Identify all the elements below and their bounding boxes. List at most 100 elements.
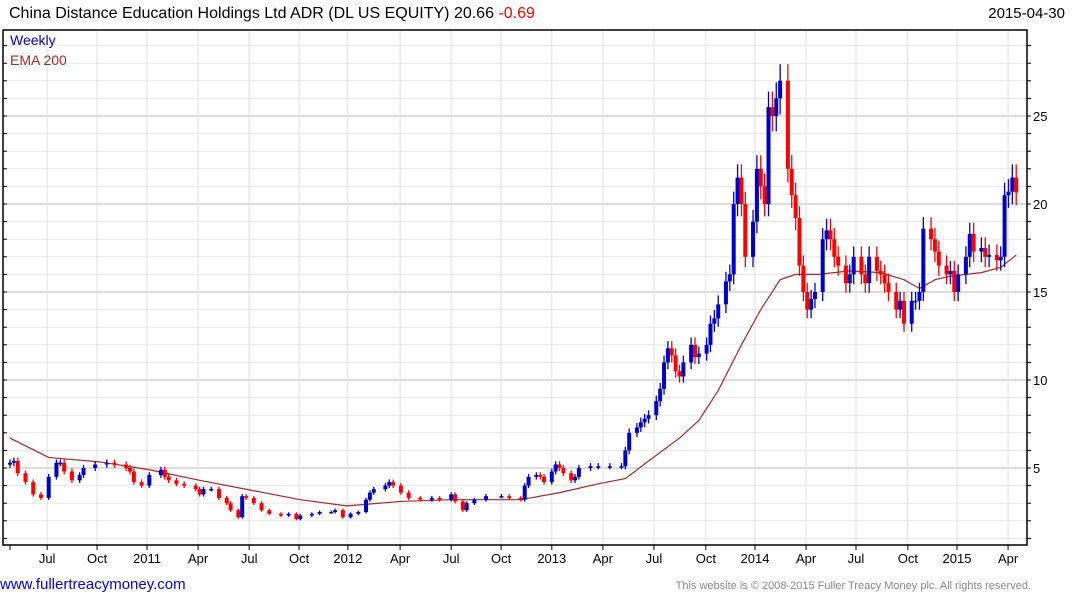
candle-body (333, 510, 338, 512)
candle (54, 459, 59, 480)
x-tick-label: Apr (390, 551, 411, 566)
candle-body (971, 233, 976, 252)
candle (383, 483, 388, 492)
candle (588, 463, 593, 472)
candle (147, 472, 152, 489)
candle-body (913, 300, 918, 303)
candle (317, 510, 322, 516)
candle-body (77, 475, 82, 481)
candle-body (549, 471, 554, 483)
candle (948, 260, 953, 285)
candle-body (453, 494, 458, 502)
candle-body (104, 462, 109, 465)
candle-body (739, 177, 744, 204)
candle-body (147, 475, 152, 486)
candle-body (81, 468, 86, 476)
x-tick-label: 2013 (537, 551, 566, 566)
candle-body (340, 510, 345, 518)
candle-body (708, 323, 713, 345)
candle (751, 209, 756, 268)
candle (158, 466, 163, 478)
candle (716, 295, 721, 327)
candle (286, 512, 291, 517)
candle-body (669, 348, 674, 356)
candle-body (770, 107, 775, 116)
candle-body (538, 475, 543, 477)
x-tick-label: Jul (39, 551, 56, 566)
candle (329, 510, 334, 514)
candle (557, 461, 562, 472)
candle (867, 246, 872, 293)
candle-body (921, 228, 926, 292)
candle-body (658, 388, 663, 402)
y-tick-label: 5 (1033, 461, 1040, 476)
candle (828, 219, 833, 251)
candle (216, 486, 221, 500)
candle-body (766, 107, 771, 204)
candle (387, 479, 392, 489)
candle-body (867, 256, 872, 284)
candle-body (437, 497, 442, 500)
candle (429, 495, 434, 502)
candle (46, 474, 51, 500)
candle-body (979, 248, 984, 252)
candle-body (534, 475, 539, 477)
candle (104, 459, 109, 468)
candle-body (398, 485, 403, 493)
candle-body (909, 300, 914, 324)
candle (472, 497, 477, 506)
candle-body (383, 485, 388, 490)
candle-body (329, 512, 334, 514)
candle (8, 459, 12, 468)
candle (805, 282, 810, 319)
candle (820, 228, 825, 302)
candle (665, 341, 670, 370)
candle-body (805, 292, 810, 310)
candle (723, 271, 728, 314)
candle (244, 494, 249, 500)
candle (712, 310, 717, 332)
candle-body (801, 265, 806, 292)
candle-body (1002, 195, 1007, 257)
candle (987, 244, 992, 268)
candle-body (309, 513, 314, 516)
candle-body (689, 344, 694, 363)
y-tick-label: 15 (1033, 285, 1047, 300)
candle (832, 228, 837, 268)
candle-body (619, 466, 624, 468)
candle-body (364, 499, 369, 512)
candle-body (638, 422, 643, 428)
candle-body (859, 256, 864, 275)
candle-body (236, 510, 241, 518)
candle-body (267, 510, 272, 514)
candle-body (573, 476, 578, 481)
candle (863, 264, 868, 293)
candle (692, 337, 697, 365)
candle-body (356, 512, 361, 514)
candle-body (967, 233, 972, 257)
candle-body (743, 204, 748, 257)
candle-body (46, 476, 51, 498)
site-link[interactable]: www.fullertreacymoney.com (0, 576, 186, 593)
candle-body (793, 195, 798, 219)
candle (967, 222, 972, 268)
candle-body (677, 371, 682, 377)
candle (166, 474, 171, 483)
candle (209, 486, 214, 492)
candle-body (542, 476, 547, 483)
candle (646, 410, 651, 424)
chart-title: China Distance Education Holdings Ltd AD… (9, 5, 535, 23)
candle (236, 508, 241, 519)
candle (836, 246, 841, 276)
candle (294, 512, 299, 521)
candle-body (843, 265, 848, 284)
candle (882, 264, 887, 293)
candle (731, 191, 736, 285)
x-tick-label: Oct (696, 551, 717, 566)
candle (944, 255, 949, 285)
candle-body (994, 255, 999, 261)
candle (809, 290, 814, 319)
candle-body (754, 168, 759, 222)
chart-date: 2015-04-30 (988, 5, 1065, 22)
candle-body (244, 496, 249, 498)
